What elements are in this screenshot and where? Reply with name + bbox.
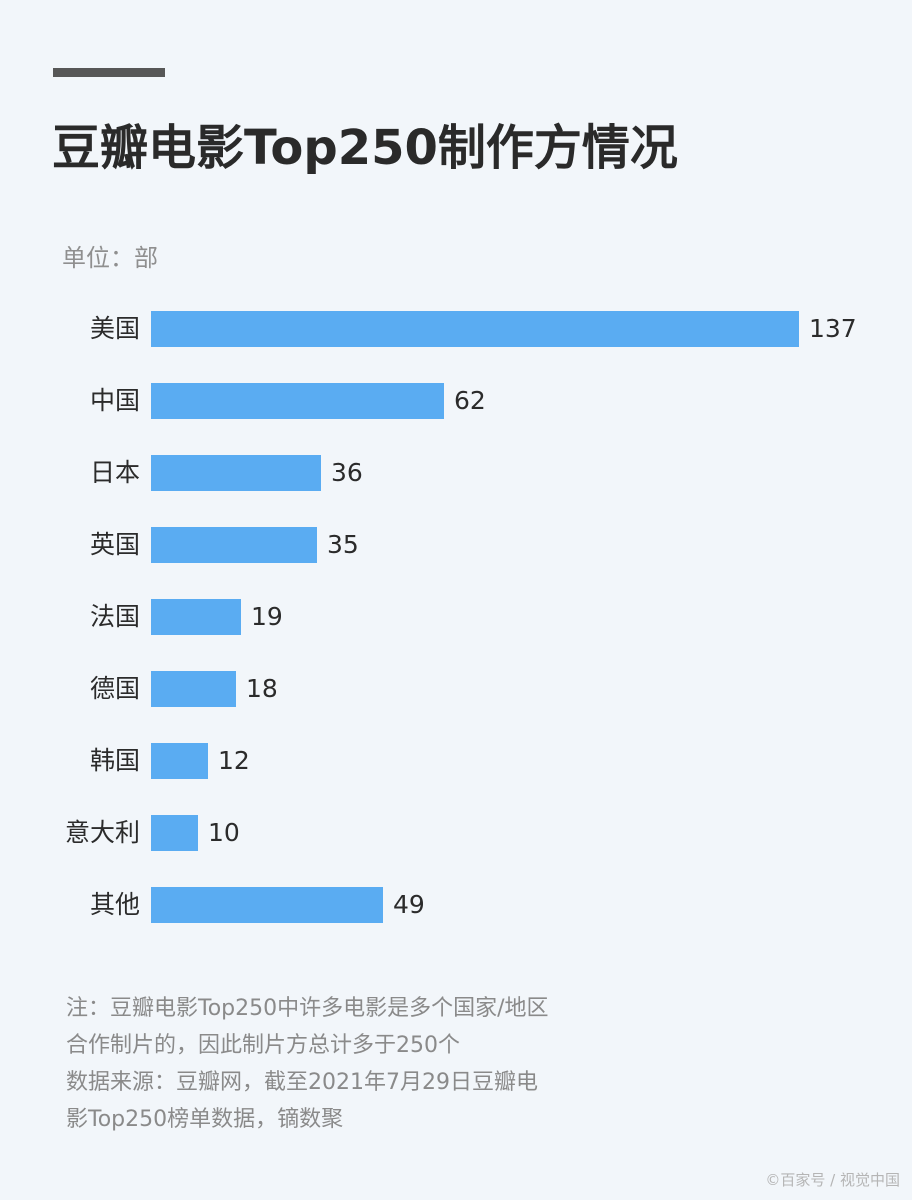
bar-row: 英国 35 (0, 527, 912, 563)
category-label: 韩国 (89, 746, 140, 775)
category-label: 德国 (89, 674, 140, 703)
bar (151, 743, 208, 779)
value-label: 19 (251, 602, 283, 631)
value-label: 49 (393, 890, 425, 919)
bar-row: 法国 19 (0, 599, 912, 635)
note-line: 注：豆瓣电影Top250中许多电影是多个国家/地区 (66, 996, 549, 1021)
footnotes: 注：豆瓣电影Top250中许多电影是多个国家/地区 合作制片的，因此制片方总计多… (66, 990, 549, 1138)
note-line: 合作制片的，因此制片方总计多于250个 (66, 1033, 460, 1058)
bar (151, 887, 383, 923)
bar (151, 671, 236, 707)
bar-row: 意大利 10 (0, 815, 912, 851)
category-label: 意大利 (64, 818, 140, 847)
watermark: ©百家号 / 视觉中国 (765, 1171, 900, 1189)
value-label: 137 (809, 314, 857, 343)
value-label: 36 (331, 458, 363, 487)
value-label: 12 (218, 746, 250, 775)
category-label: 中国 (89, 386, 140, 415)
bar-row: 美国 137 (0, 311, 912, 347)
note-line: 数据来源：豆瓣网，截至2021年7月29日豆瓣电 (66, 1070, 538, 1095)
bar (151, 527, 317, 563)
bar-row: 德国 18 (0, 671, 912, 707)
value-label: 10 (208, 818, 240, 847)
value-label: 18 (246, 674, 278, 703)
bar (151, 815, 198, 851)
bar-row: 中国 62 (0, 383, 912, 419)
value-label: 62 (454, 386, 486, 415)
bar (151, 311, 799, 347)
category-label: 美国 (89, 314, 140, 343)
title-accent-bar (53, 68, 165, 77)
value-label: 35 (327, 530, 359, 559)
bar (151, 599, 241, 635)
category-label: 法国 (89, 602, 140, 631)
category-label: 其他 (89, 890, 140, 919)
category-label: 英国 (89, 530, 140, 559)
bar-row: 韩国 12 (0, 743, 912, 779)
bar (151, 455, 321, 491)
bar-row: 其他 49 (0, 887, 912, 923)
chart-title: 豆瓣电影Top250制作方情况 (52, 120, 678, 176)
unit-label: 单位：部 (62, 244, 158, 272)
category-label: 日本 (89, 458, 140, 487)
bar-row: 日本 36 (0, 455, 912, 491)
note-line: 影Top250榜单数据，镝数聚 (66, 1107, 344, 1132)
bar (151, 383, 444, 419)
